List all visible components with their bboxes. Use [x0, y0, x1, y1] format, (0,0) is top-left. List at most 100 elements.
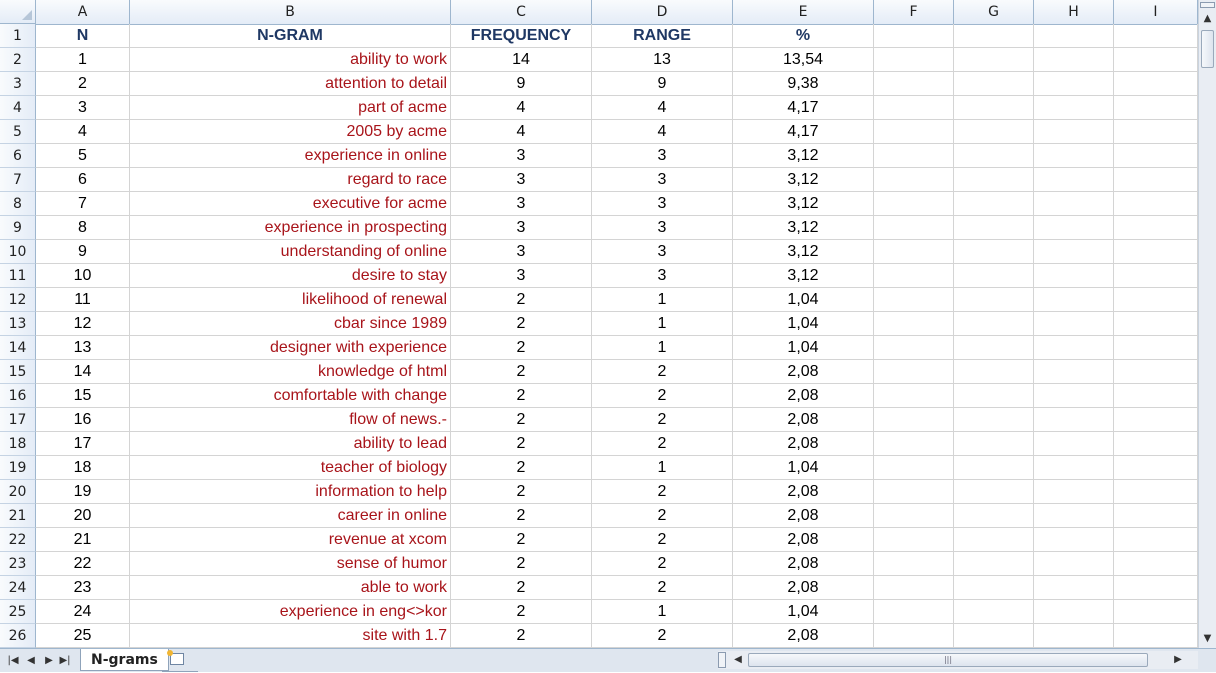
cell-empty[interactable]: [954, 120, 1034, 144]
row-header[interactable]: 16: [0, 384, 36, 408]
cell-range[interactable]: 2: [592, 576, 733, 600]
cell-empty[interactable]: [954, 408, 1034, 432]
cell-percent[interactable]: 4,17: [733, 96, 874, 120]
cell-empty[interactable]: [1114, 528, 1198, 552]
cell-empty[interactable]: [954, 216, 1034, 240]
cell-ngram[interactable]: regard to race: [130, 168, 451, 192]
cell-empty[interactable]: [1034, 24, 1114, 48]
cell-ngram[interactable]: part of acme: [130, 96, 451, 120]
cell-empty[interactable]: [874, 96, 954, 120]
row-header[interactable]: 23: [0, 552, 36, 576]
cell-empty[interactable]: [954, 288, 1034, 312]
cell-range[interactable]: RANGE: [592, 24, 733, 48]
cell-empty[interactable]: [874, 624, 954, 648]
cell-ngram[interactable]: experience in prospecting: [130, 216, 451, 240]
cell-ngram[interactable]: revenue at xcom: [130, 528, 451, 552]
cell-range[interactable]: 3: [592, 264, 733, 288]
cell-n[interactable]: 11: [36, 288, 130, 312]
cell-empty[interactable]: [1114, 336, 1198, 360]
cell-empty[interactable]: [1034, 288, 1114, 312]
cell-n[interactable]: 23: [36, 576, 130, 600]
cell-empty[interactable]: [1034, 240, 1114, 264]
cell-frequency[interactable]: 2: [451, 528, 592, 552]
cell-range[interactable]: 2: [592, 504, 733, 528]
cell-empty[interactable]: [1034, 552, 1114, 576]
cell-empty[interactable]: [874, 552, 954, 576]
cell-empty[interactable]: [874, 144, 954, 168]
cell-empty[interactable]: [954, 72, 1034, 96]
cell-empty[interactable]: [1034, 312, 1114, 336]
prev-sheet-icon[interactable]: ◀: [27, 655, 35, 666]
horizontal-scrollbar[interactable]: ◀ ||| ▶: [718, 651, 1198, 669]
cell-empty[interactable]: [1114, 240, 1198, 264]
cell-ngram[interactable]: designer with experience: [130, 336, 451, 360]
cell-n[interactable]: 19: [36, 480, 130, 504]
scroll-right-icon[interactable]: ▶: [1174, 654, 1182, 665]
cell-empty[interactable]: [954, 384, 1034, 408]
cell-empty[interactable]: [1034, 384, 1114, 408]
cell-empty[interactable]: [874, 384, 954, 408]
cell-frequency[interactable]: 2: [451, 432, 592, 456]
row-header[interactable]: 20: [0, 480, 36, 504]
cell-range[interactable]: 2: [592, 624, 733, 648]
cell-n[interactable]: 5: [36, 144, 130, 168]
cell-empty[interactable]: [874, 192, 954, 216]
cell-empty[interactable]: [1034, 168, 1114, 192]
cell-frequency[interactable]: 2: [451, 384, 592, 408]
cell-empty[interactable]: [874, 48, 954, 72]
cell-percent[interactable]: 2,08: [733, 504, 874, 528]
cell-percent[interactable]: %: [733, 24, 874, 48]
select-all-corner[interactable]: [0, 0, 36, 24]
cell-frequency[interactable]: 2: [451, 360, 592, 384]
cell-n[interactable]: 20: [36, 504, 130, 528]
cell-empty[interactable]: [954, 192, 1034, 216]
cell-ngram[interactable]: ability to lead: [130, 432, 451, 456]
cell-n[interactable]: 24: [36, 600, 130, 624]
cell-ngram[interactable]: information to help: [130, 480, 451, 504]
cell-empty[interactable]: [1034, 336, 1114, 360]
cell-empty[interactable]: [874, 240, 954, 264]
cell-empty[interactable]: [1114, 192, 1198, 216]
cell-frequency[interactable]: 2: [451, 504, 592, 528]
cell-empty[interactable]: [1114, 624, 1198, 648]
cell-empty[interactable]: [874, 408, 954, 432]
cell-n[interactable]: 4: [36, 120, 130, 144]
vertical-scrollbar[interactable]: ▲ ▼: [1198, 0, 1216, 648]
cell-empty[interactable]: [874, 120, 954, 144]
row-header[interactable]: 15: [0, 360, 36, 384]
cell-ngram[interactable]: teacher of biology: [130, 456, 451, 480]
cell-empty[interactable]: [1114, 552, 1198, 576]
cell-empty[interactable]: [1114, 216, 1198, 240]
cell-range[interactable]: 2: [592, 552, 733, 576]
cell-n[interactable]: 21: [36, 528, 130, 552]
cell-range[interactable]: 2: [592, 480, 733, 504]
row-header[interactable]: 2: [0, 48, 36, 72]
cell-empty[interactable]: [954, 48, 1034, 72]
cell-empty[interactable]: [874, 456, 954, 480]
row-header[interactable]: 18: [0, 432, 36, 456]
cell-empty[interactable]: [1114, 360, 1198, 384]
cell-frequency[interactable]: 3: [451, 192, 592, 216]
cell-empty[interactable]: [874, 288, 954, 312]
cell-empty[interactable]: [954, 552, 1034, 576]
cell-frequency[interactable]: 3: [451, 264, 592, 288]
cell-empty[interactable]: [954, 240, 1034, 264]
row-header[interactable]: 1: [0, 24, 36, 48]
cell-empty[interactable]: [1034, 360, 1114, 384]
cell-range[interactable]: 1: [592, 312, 733, 336]
row-header[interactable]: 11: [0, 264, 36, 288]
cell-empty[interactable]: [1114, 432, 1198, 456]
cell-range[interactable]: 2: [592, 408, 733, 432]
cell-n[interactable]: 18: [36, 456, 130, 480]
cell-empty[interactable]: [954, 312, 1034, 336]
cell-empty[interactable]: [1114, 120, 1198, 144]
row-header[interactable]: 12: [0, 288, 36, 312]
column-header-g[interactable]: G: [954, 0, 1034, 24]
cell-range[interactable]: 3: [592, 168, 733, 192]
column-header-e[interactable]: E: [733, 0, 874, 24]
cell-percent[interactable]: 2,08: [733, 576, 874, 600]
row-header[interactable]: 10: [0, 240, 36, 264]
cell-percent[interactable]: 1,04: [733, 600, 874, 624]
cell-empty[interactable]: [954, 600, 1034, 624]
cell-range[interactable]: 2: [592, 360, 733, 384]
